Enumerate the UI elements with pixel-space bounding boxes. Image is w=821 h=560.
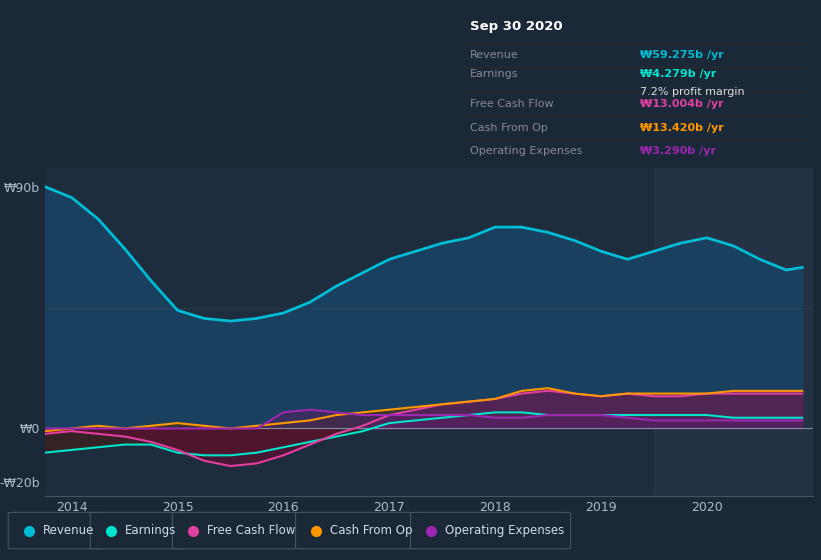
Text: ₩4.279b /yr: ₩4.279b /yr — [640, 69, 717, 79]
Text: ₩3.290b /yr: ₩3.290b /yr — [640, 146, 716, 156]
Text: Sep 30 2020: Sep 30 2020 — [470, 20, 562, 33]
Text: Cash From Op: Cash From Op — [470, 123, 548, 133]
FancyBboxPatch shape — [410, 512, 571, 549]
Text: ₩13.004b /yr: ₩13.004b /yr — [640, 99, 723, 109]
Text: Operating Expenses: Operating Expenses — [445, 524, 564, 537]
Text: ₩59.275b /yr: ₩59.275b /yr — [640, 49, 724, 59]
FancyBboxPatch shape — [90, 512, 185, 549]
Text: Free Cash Flow: Free Cash Flow — [207, 524, 296, 537]
Text: Earnings: Earnings — [125, 524, 177, 537]
FancyBboxPatch shape — [172, 512, 300, 549]
FancyBboxPatch shape — [296, 512, 415, 549]
Text: Revenue: Revenue — [43, 524, 94, 537]
Text: Free Cash Flow: Free Cash Flow — [470, 99, 553, 109]
Text: Earnings: Earnings — [470, 69, 518, 79]
Text: Operating Expenses: Operating Expenses — [470, 146, 582, 156]
FancyBboxPatch shape — [8, 512, 103, 549]
Text: ₩13.420b /yr: ₩13.420b /yr — [640, 123, 724, 133]
Bar — [654, 168, 813, 496]
Text: Revenue: Revenue — [470, 49, 519, 59]
Text: Cash From Op: Cash From Op — [330, 524, 412, 537]
Text: 7.2% profit margin: 7.2% profit margin — [640, 87, 745, 97]
